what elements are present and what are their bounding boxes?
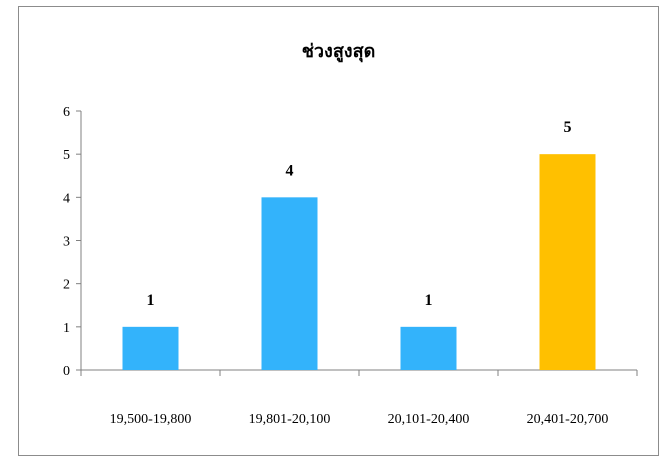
bar [122,326,179,370]
y-tick-label: 2 [63,278,70,293]
data-labels: 1 4 1 5 [147,119,572,309]
bars [122,154,596,370]
y-tick-label: 5 [63,148,70,163]
bar [539,154,596,370]
y-tick-label: 4 [63,191,70,206]
x-tick-label: 20,101-20,400 [388,412,470,427]
data-label: 1 [425,292,433,309]
chart-title: ช่วงสูงสุด [301,41,376,62]
y-tick-label: 3 [63,235,70,250]
axes: 0 1 2 3 4 5 6 19,500-19,800 19,801-20,100 20,101-… [63,105,638,427]
y-tick-label: 1 [63,321,70,336]
y-tick-label: 0 [63,364,70,379]
x-tick-label: 20,401-20,700 [527,412,609,427]
data-label: 1 [147,292,155,309]
x-tick-label: 19,500-19,800 [110,412,192,427]
data-label: 5 [564,119,572,136]
y-tick-label: 6 [63,105,70,120]
data-label: 4 [286,162,294,179]
bar [261,197,318,370]
bar [400,326,457,370]
x-tick-label: 19,801-20,100 [249,412,331,427]
